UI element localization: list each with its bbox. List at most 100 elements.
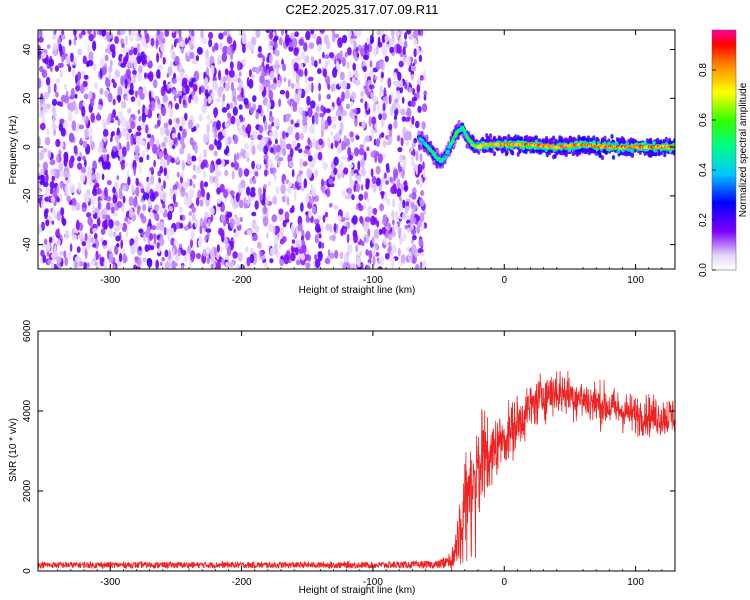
noise-blob: [313, 152, 320, 161]
noise-blob: [179, 71, 184, 78]
signal-halo: [600, 155, 605, 161]
noise-blob: [38, 136, 41, 147]
noise-blob: [157, 64, 164, 71]
noise-blob: [59, 118, 65, 125]
noise-blob: [179, 125, 183, 132]
noise-blob: [72, 60, 76, 66]
noise-blob: [100, 228, 106, 236]
noise-blob: [164, 208, 168, 216]
noise-blob: [95, 182, 100, 188]
noise-blob: [207, 96, 212, 104]
noise-blob: [121, 146, 127, 158]
noise-blob: [318, 138, 324, 146]
colorbar-tick-label: 0.4: [698, 163, 709, 177]
noise-blob: [137, 72, 142, 82]
noise-blob: [357, 262, 361, 268]
noise-blob: [125, 120, 131, 130]
noise-blob: [301, 110, 306, 118]
noise-blob: [279, 89, 286, 95]
noise-blob: [310, 56, 315, 62]
noise-blob: [162, 57, 166, 65]
noise-blob: [73, 39, 77, 46]
noise-blob: [264, 169, 268, 177]
noise-blob: [155, 182, 161, 193]
noise-blob: [318, 58, 322, 64]
noise-blob: [269, 258, 274, 264]
noise-blob: [199, 224, 203, 235]
noise-blob: [174, 122, 180, 129]
noise-blob: [406, 107, 412, 118]
noise-blob: [49, 180, 55, 190]
noise-blob: [153, 159, 156, 168]
noise-blob: [278, 208, 284, 215]
noise-blob: [372, 207, 378, 215]
noise-blob: [150, 37, 155, 47]
noise-blob: [99, 87, 104, 95]
noise-blob: [145, 229, 150, 239]
noise-blob: [216, 139, 222, 151]
y-tick-label: 0: [22, 144, 33, 150]
noise-blob: [118, 252, 123, 263]
noise-blob: [236, 263, 241, 269]
noise-blob: [120, 75, 124, 86]
noise-blob: [344, 51, 348, 58]
noise-blob: [295, 132, 300, 141]
noise-blob: [134, 153, 140, 161]
noise-blob: [413, 48, 417, 58]
noise-blob: [92, 227, 98, 233]
noise-blob: [283, 77, 287, 82]
noise-blob: [86, 262, 90, 268]
noise-blob: [387, 222, 391, 229]
noise-blob: [226, 211, 233, 218]
noise-blob: [112, 195, 118, 204]
noise-blob: [263, 262, 268, 268]
y-tick-label: 6000: [22, 319, 33, 342]
noise-blob: [157, 98, 161, 105]
colorbar-tick-label: 0.2: [698, 213, 709, 227]
noise-blob: [125, 35, 128, 46]
noise-blob: [82, 140, 88, 149]
noise-blob: [273, 235, 279, 244]
noise-blob: [243, 97, 249, 105]
noise-blob: [268, 223, 274, 233]
noise-blob: [185, 56, 191, 62]
noise-blob: [363, 221, 370, 232]
noise-blob: [397, 248, 401, 257]
noise-blob: [288, 180, 293, 188]
noise-blob: [413, 58, 417, 65]
noise-blob: [47, 149, 52, 159]
noise-blob: [259, 75, 265, 84]
noise-blob: [261, 61, 265, 68]
noise-blob: [105, 78, 111, 88]
noise-blob: [117, 118, 121, 126]
noise-blob: [159, 126, 165, 136]
noise-blob: [238, 199, 244, 209]
noise-blob: [292, 139, 297, 148]
noise-blob: [401, 96, 405, 104]
noise-blob: [273, 171, 277, 182]
noise-blob: [86, 243, 93, 250]
noise-blob: [420, 213, 424, 221]
noise-blob: [339, 50, 343, 61]
noise-blob: [56, 256, 62, 264]
noise-blob: [110, 113, 114, 124]
noise-blob: [250, 247, 254, 255]
noise-blob: [293, 69, 296, 79]
noise-blob: [56, 197, 60, 203]
signal-halo: [587, 137, 591, 143]
noise-blob: [132, 137, 137, 145]
noise-blob: [254, 171, 259, 177]
noise-blob: [192, 206, 197, 213]
noise-blob: [232, 40, 237, 51]
noise-blob: [150, 174, 155, 185]
noise-blob: [351, 194, 355, 201]
noise-blob: [384, 252, 390, 260]
noise-blob: [416, 179, 421, 185]
noise-blob: [153, 204, 160, 212]
noise-blob: [99, 57, 105, 69]
noise-blob: [319, 30, 324, 33]
noise-blob: [45, 76, 51, 86]
noise-blob: [110, 131, 114, 139]
noise-blob: [296, 142, 301, 148]
noise-blob: [410, 155, 415, 164]
